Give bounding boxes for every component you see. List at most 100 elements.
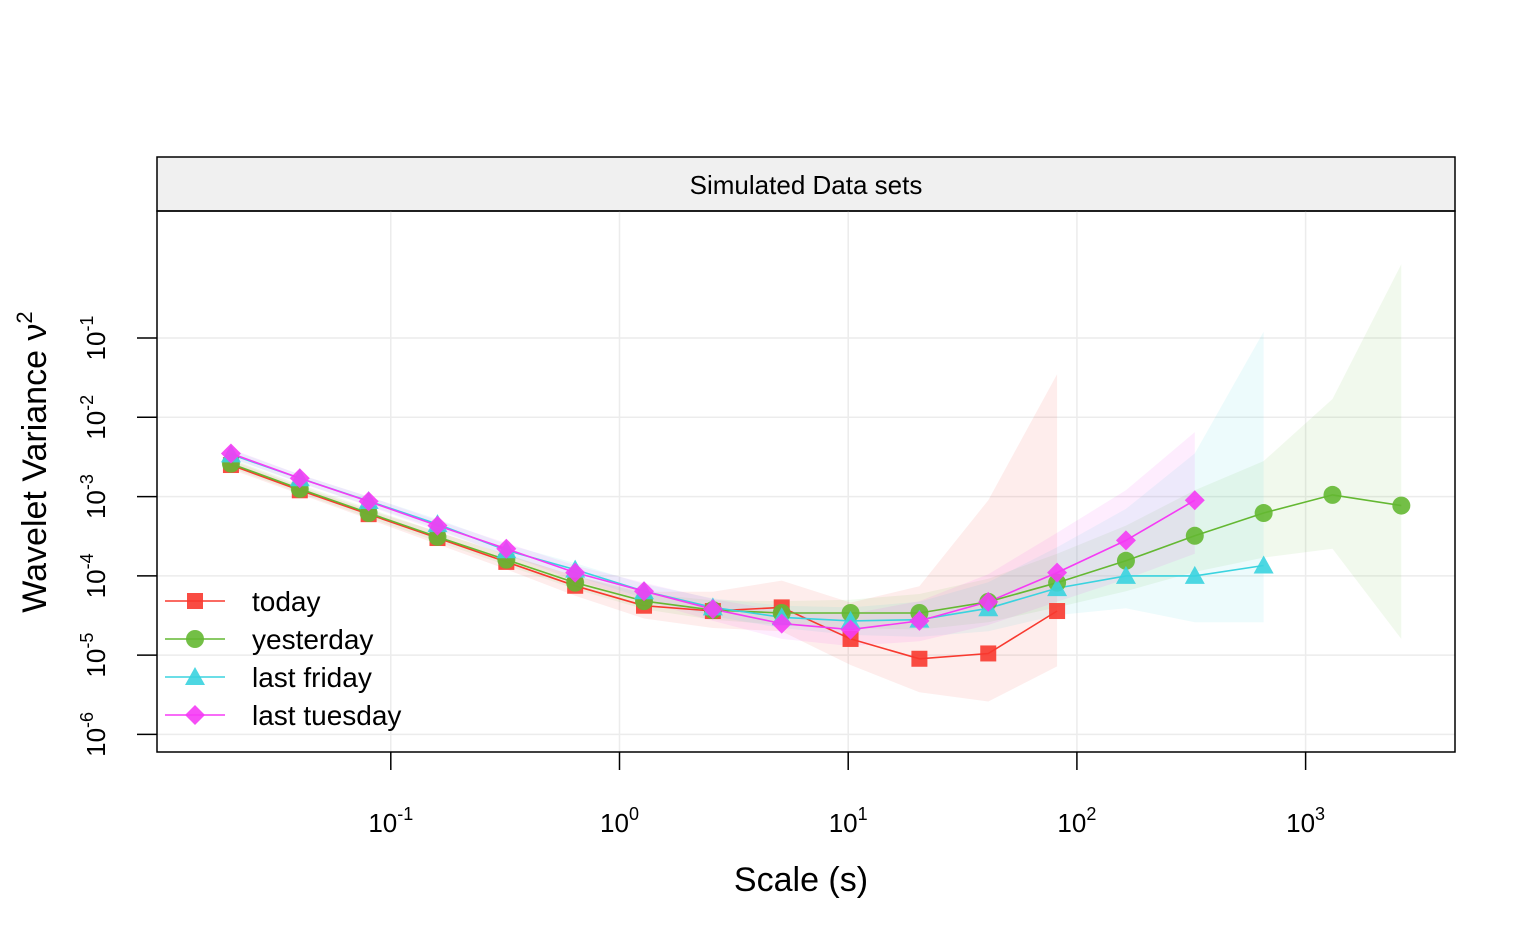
- x-tick-base: 10: [1057, 808, 1086, 838]
- x-tick-base: 10: [600, 808, 629, 838]
- y-tick-exponent: -4: [77, 553, 97, 569]
- data-point-last-tuesday: [909, 610, 930, 631]
- legend-label: last tuesday: [252, 700, 401, 731]
- svg-text:10-2: 10-2: [77, 395, 111, 440]
- x-tick-exponent: 0: [629, 804, 639, 824]
- x-axis: 10-1 100 101 102 103: [368, 752, 1325, 838]
- data-point-last-tuesday: [978, 591, 999, 612]
- y-tick-base: 10: [81, 411, 111, 440]
- y-tick-exponent: -6: [77, 712, 97, 728]
- x-tick-label: 102: [1057, 804, 1096, 838]
- y-axis-title: Wavelet Variance ν2: [12, 311, 54, 612]
- x-tick-label: 100: [600, 804, 639, 838]
- plot-area: [157, 211, 1455, 752]
- data-point-last-tuesday: [427, 515, 448, 536]
- data-point-yesterday: [1116, 551, 1135, 570]
- x-tick-base: 10: [368, 808, 397, 838]
- x-tick-base: 10: [1286, 808, 1315, 838]
- legend-marker-last-friday: [185, 667, 205, 685]
- legend: today yesterday last friday last tuesday: [165, 586, 401, 731]
- x-tick-exponent: 3: [1315, 804, 1325, 824]
- svg-text:10-5: 10-5: [77, 633, 111, 678]
- x-tick-base: 10: [829, 808, 858, 838]
- panel-strip: [156, 156, 1456, 212]
- y-tick-exponent: -1: [77, 316, 97, 332]
- plot-border: [156, 210, 1456, 753]
- data-point-last-tuesday: [771, 613, 792, 634]
- legend-marker-today: [187, 593, 203, 609]
- legend-item-yesterday: yesterday: [165, 624, 373, 655]
- data-point-last-tuesday: [358, 491, 379, 512]
- data-point-yesterday: [1323, 485, 1342, 504]
- y-tick-base: 10: [81, 649, 111, 678]
- legend-item-last-tuesday: last tuesday: [165, 700, 401, 731]
- series-marker-layer: [220, 443, 1411, 667]
- data-point-yesterday: [428, 527, 447, 546]
- svg-text:10-4: 10-4: [77, 553, 111, 598]
- legend-label: yesterday: [252, 624, 373, 655]
- y-tick-label: 10-3: [77, 474, 111, 519]
- data-point-yesterday: [1185, 526, 1204, 545]
- data-point-last-friday: [1115, 565, 1136, 584]
- legend-label: today: [252, 586, 321, 617]
- x-tick-exponent: 1: [858, 804, 868, 824]
- x-tick-label: 101: [829, 804, 868, 838]
- x-tick-exponent: 2: [1086, 804, 1096, 824]
- y-tick-label: 10-1: [77, 316, 111, 361]
- y-axis-title-superscript: 2: [12, 311, 37, 323]
- data-point-last-tuesday: [1047, 562, 1068, 583]
- data-point-today: [980, 645, 997, 662]
- data-point-last-tuesday: [1184, 490, 1205, 511]
- data-point-yesterday: [566, 573, 585, 592]
- data-point-last-friday: [1184, 565, 1205, 584]
- data-point-last-tuesday: [1115, 530, 1136, 551]
- y-tick-exponent: -2: [77, 395, 97, 411]
- confidence-band-layer: [230, 264, 1402, 702]
- y-tick-base: 10: [81, 332, 111, 361]
- data-point-last-tuesday: [496, 538, 517, 559]
- y-tick-base: 10: [81, 728, 111, 757]
- series-line-last-friday: [230, 453, 1264, 622]
- data-point-last-tuesday: [289, 468, 310, 489]
- y-tick-base: 10: [81, 490, 111, 519]
- y-tick-exponent: -3: [77, 474, 97, 490]
- data-point-last-tuesday: [220, 443, 241, 464]
- svg-text:10-3: 10-3: [77, 474, 111, 519]
- x-tick-exponent: -1: [397, 804, 413, 824]
- confidence-band-last-tuesday: [230, 432, 1195, 647]
- y-tick-label: 10-2: [77, 395, 111, 440]
- data-point-yesterday: [1392, 496, 1411, 515]
- x-axis-title: Scale (s): [734, 861, 868, 899]
- y-tick-label: 10-5: [77, 633, 111, 678]
- data-point-today: [911, 650, 928, 667]
- panel-title: Simulated Data sets: [690, 170, 923, 200]
- confidence-band-last-friday: [230, 331, 1264, 637]
- x-tick-label: 103: [1286, 804, 1325, 838]
- data-point-last-friday: [1253, 555, 1274, 574]
- series-line-yesterday: [230, 462, 1402, 614]
- y-tick-label: 10-4: [77, 553, 111, 598]
- data-point-last-tuesday: [702, 599, 723, 620]
- x-tick-label: 10-1: [368, 804, 413, 838]
- svg-text:10-6: 10-6: [77, 712, 111, 757]
- legend-label: last friday: [252, 662, 372, 693]
- confidence-band-yesterday: [230, 264, 1402, 639]
- y-tick-base: 10: [81, 569, 111, 598]
- legend-marker-last-tuesday: [185, 705, 205, 725]
- y-tick-exponent: -5: [77, 633, 97, 649]
- y-axis: 10-610-510-410-310-210-1: [77, 316, 157, 757]
- data-point-last-tuesday: [565, 562, 586, 583]
- legend-item-last-friday: last friday: [165, 662, 372, 693]
- svg-text:Wavelet Variance ν2: Wavelet Variance ν2: [12, 311, 54, 612]
- legend-item-today: today: [165, 586, 321, 617]
- data-point-last-tuesday: [840, 619, 861, 640]
- data-point-yesterday: [1254, 504, 1273, 523]
- data-point-today: [1049, 603, 1066, 620]
- y-tick-label: 10-6: [77, 712, 111, 757]
- svg-text:10-1: 10-1: [77, 316, 111, 361]
- data-point-last-friday: [1047, 578, 1068, 597]
- y-axis-title-text: Wavelet Variance ν: [16, 324, 54, 613]
- data-point-last-tuesday: [634, 581, 655, 602]
- legend-marker-yesterday: [186, 630, 204, 648]
